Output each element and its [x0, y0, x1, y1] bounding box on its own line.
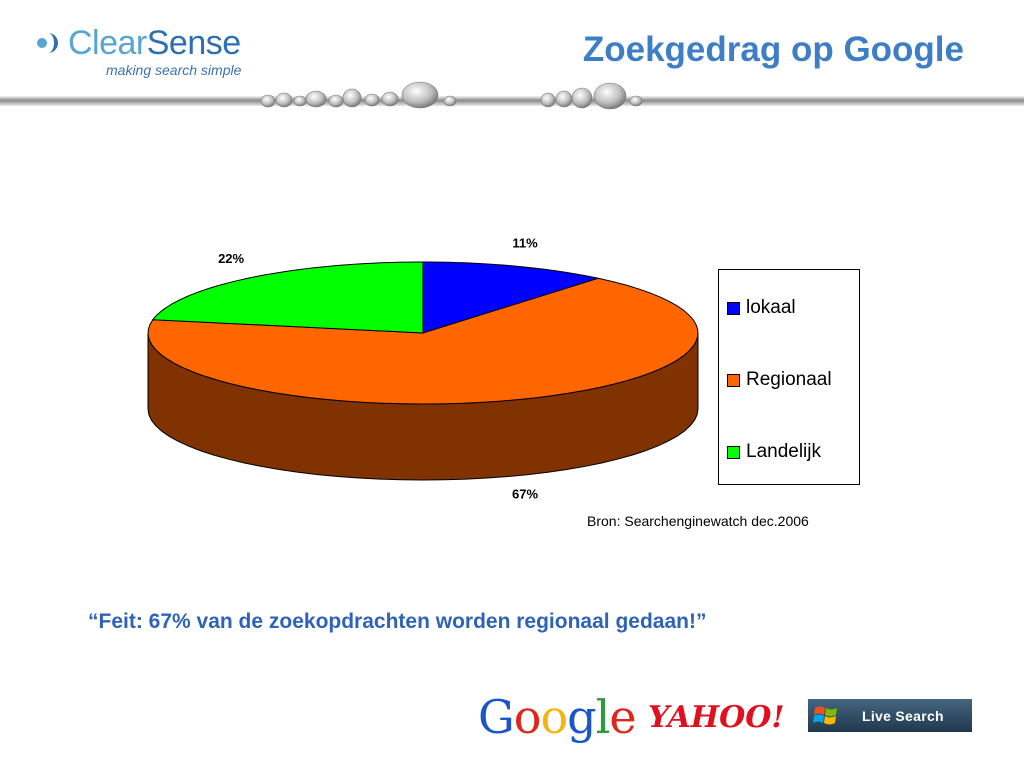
live-search-logo: Live Search [808, 699, 972, 732]
clearsense-logo: ClearSense making search simple [30, 22, 270, 82]
legend-swatch-regionaal [727, 373, 740, 387]
legend-label-lokaal: lokaal [746, 297, 796, 318]
legend-swatch-lokaal [727, 301, 740, 315]
yahoo-logo: YAHOO! [648, 700, 785, 735]
pie-tops [147, 261, 699, 405]
pie-data-labels: 11% 67% 22% [218, 235, 538, 501]
logo-wordmark: ClearSense [68, 24, 241, 63]
pie-chart: 11% 67% 22% [147, 235, 699, 502]
clearsense-mark-icon [37, 33, 58, 53]
legend-label-regionaal: Regionaal [746, 369, 832, 390]
windows-flag-icon [813, 706, 837, 725]
chart-legend: lokaal Regionaal Landelijk [718, 269, 860, 485]
chart-source: Bron: Searchenginewatch dec.2006 [587, 513, 809, 529]
data-label-landelijk: 22% [218, 251, 244, 266]
logo-sense-text: Sense [146, 24, 241, 62]
legend-item-lokaal: lokaal [727, 296, 796, 320]
pie-slice-lokaal [422, 261, 601, 334]
fact-quote: “Feit: 67% van de zoekopdrachten worden … [88, 610, 707, 633]
header-divider [0, 81, 1024, 110]
legend-item-landelijk: Landelijk [727, 440, 821, 464]
live-search-text: Live Search [862, 708, 944, 724]
legend-swatch-landelijk [727, 445, 740, 459]
google-logo: Google [478, 690, 637, 744]
data-label-regionaal: 67% [512, 487, 538, 502]
pie-slice-landelijk [151, 261, 424, 334]
logo-tagline: making search simple [106, 62, 242, 78]
page-title: Zoekgedrag op Google [582, 30, 964, 69]
data-label-lokaal: 11% [512, 235, 538, 250]
legend-label-landelijk: Landelijk [746, 441, 821, 462]
legend-item-regionaal: Regionaal [727, 368, 832, 392]
logo-clear-text: Clear [68, 24, 147, 62]
pie-slice-regionaal [147, 277, 699, 405]
